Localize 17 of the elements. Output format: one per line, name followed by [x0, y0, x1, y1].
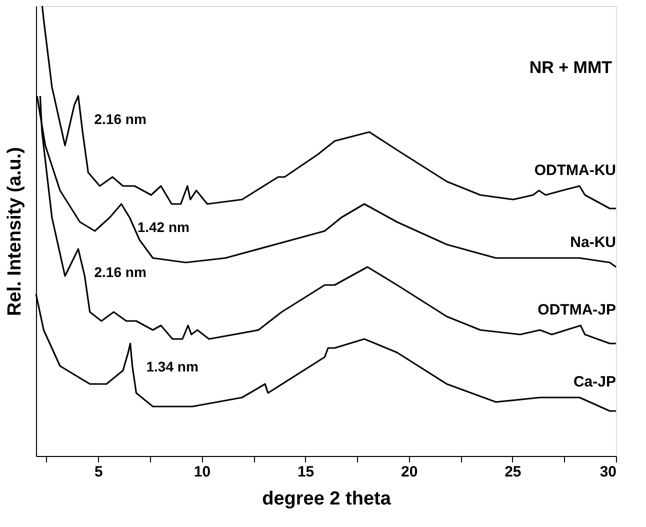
- x-tick-label: 10: [194, 464, 211, 480]
- x-tick-label: 5: [94, 464, 103, 480]
- annotation: 2.16 nm: [94, 264, 146, 280]
- x-tick-label: 30: [600, 464, 616, 480]
- series-label: Na-KU: [570, 234, 616, 251]
- annotation: 1.34 nm: [146, 358, 198, 374]
- annotation: 2.16 nm: [94, 111, 146, 127]
- x-tick-label: 25: [504, 464, 522, 480]
- text: NR + MMT: [529, 58, 613, 77]
- annotation: 1.42 nm: [137, 219, 190, 235]
- series-label: ODTMA-JP: [538, 302, 616, 318]
- y-axis-title: Rel. Intensity (a.u.): [4, 147, 26, 316]
- series-label: Ca-JP: [573, 374, 616, 390]
- x-axis-title: degree 2 theta: [262, 488, 392, 510]
- series-label: ODTMA-KU: [534, 162, 616, 179]
- x-tick-label: 20: [401, 464, 418, 480]
- x-tick-label: 15: [297, 464, 314, 480]
